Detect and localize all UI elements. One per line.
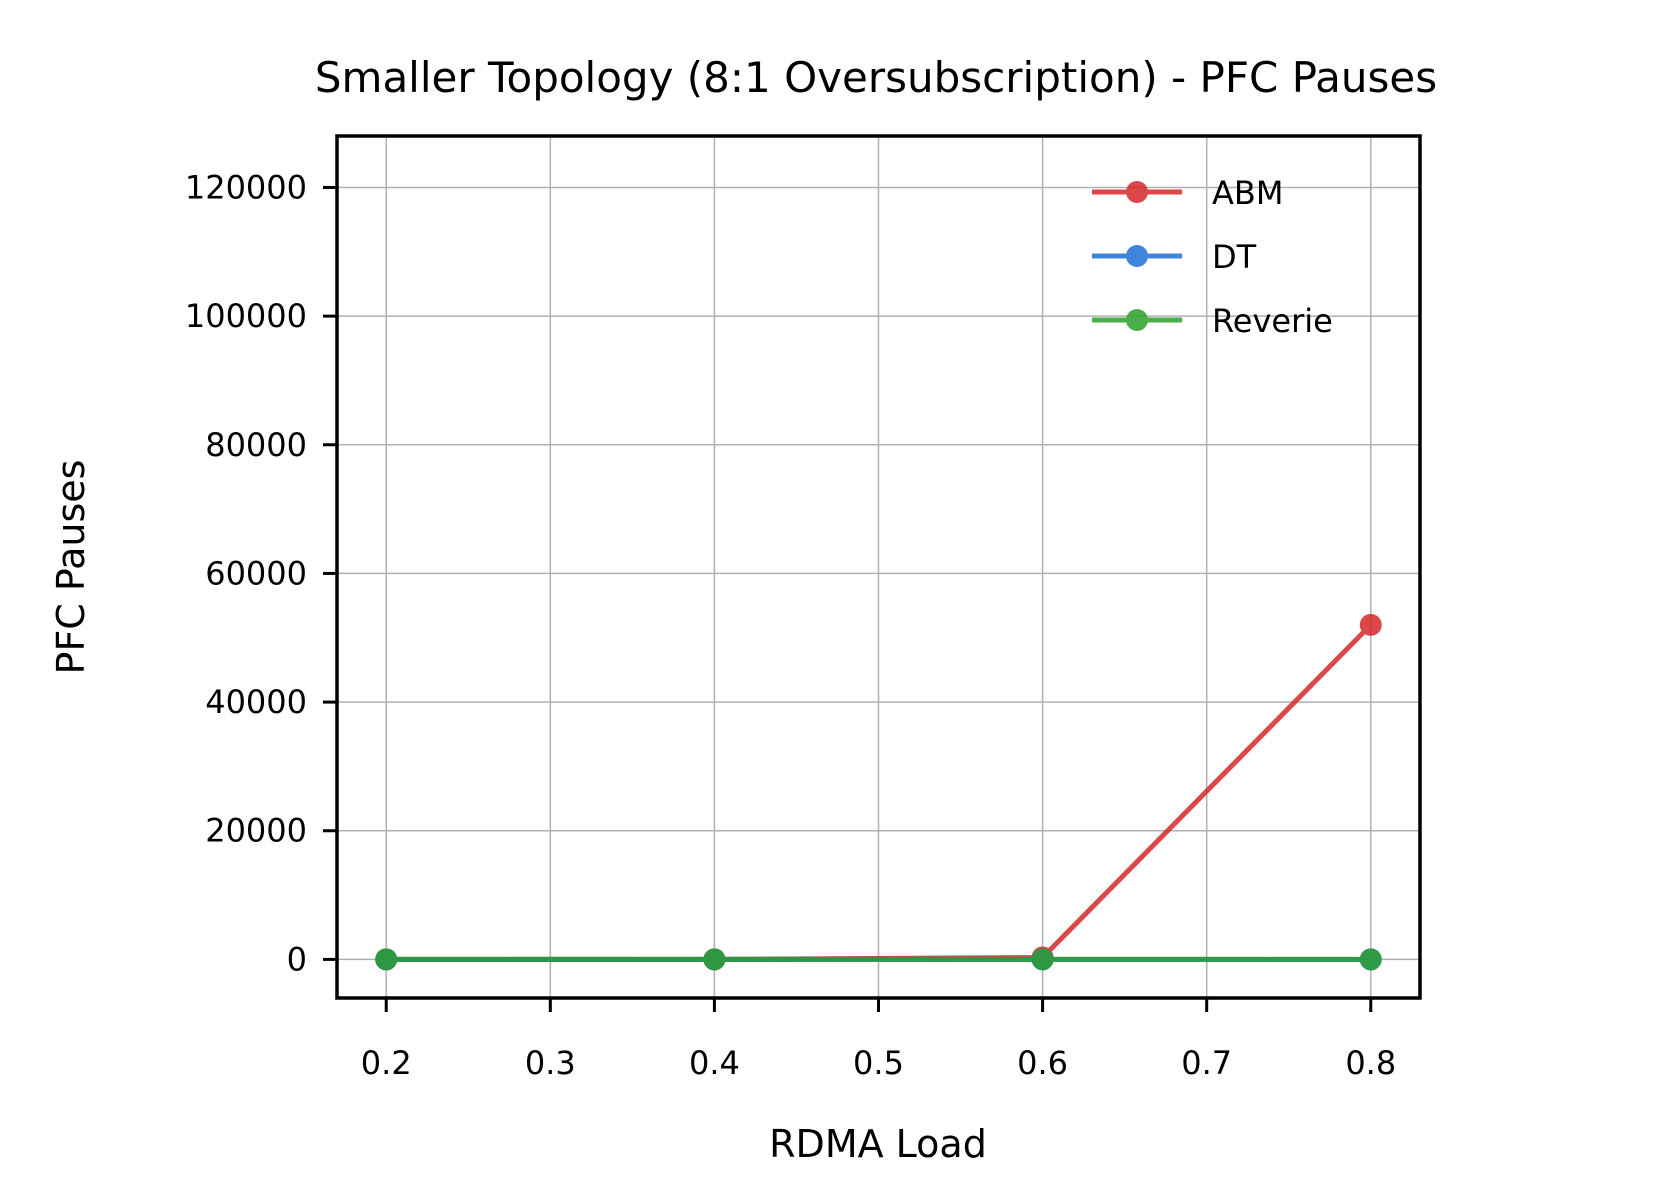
x-tick-label: 0.8 [1345, 1044, 1396, 1082]
x-axis-label: RDMA Load [769, 1122, 987, 1166]
data-point-reverie [703, 948, 726, 971]
y-tick-label: 0 [287, 940, 307, 978]
y-tick-label: 120000 [185, 168, 307, 206]
data-point-reverie [1031, 948, 1054, 971]
chart-title: Smaller Topology (8:1 Oversubscription) … [315, 53, 1437, 102]
legend-marker-reverie [1126, 309, 1148, 331]
y-tick-label: 20000 [205, 812, 307, 850]
y-axis: 0 20000 40000 60000 80000 100000 120000 [185, 168, 337, 978]
legend-label-reverie: Reverie [1212, 302, 1333, 340]
y-tick-label: 80000 [205, 426, 307, 464]
legend: ABM DT Reverie [1092, 174, 1333, 340]
legend-marker-abm [1126, 181, 1148, 203]
y-tick-label: 40000 [205, 683, 307, 721]
x-tick-label: 0.3 [525, 1044, 576, 1082]
series-reverie [375, 948, 1382, 971]
legend-marker-dt [1126, 245, 1148, 267]
data-point-reverie [1359, 948, 1382, 971]
x-tick-label: 0.7 [1181, 1044, 1232, 1082]
y-tick-label: 60000 [205, 554, 307, 592]
y-tick-label: 100000 [185, 297, 307, 335]
grid [337, 136, 1420, 998]
x-axis: 0.2 0.3 0.4 0.5 0.6 0.7 0.8 [361, 998, 1396, 1082]
legend-label-abm: ABM [1212, 174, 1283, 212]
x-tick-label: 0.6 [1017, 1044, 1068, 1082]
legend-item-abm [1092, 181, 1182, 203]
series-layer [375, 613, 1382, 971]
legend-item-reverie [1092, 309, 1182, 331]
x-tick-label: 0.5 [853, 1044, 904, 1082]
data-point-reverie [375, 948, 398, 971]
data-point-abm [1359, 613, 1382, 636]
y-axis-label: PFC Pauses [49, 460, 93, 675]
x-tick-label: 0.2 [361, 1044, 412, 1082]
legend-label-dt: DT [1212, 238, 1257, 276]
legend-item-dt [1092, 245, 1182, 267]
x-tick-label: 0.4 [689, 1044, 740, 1082]
